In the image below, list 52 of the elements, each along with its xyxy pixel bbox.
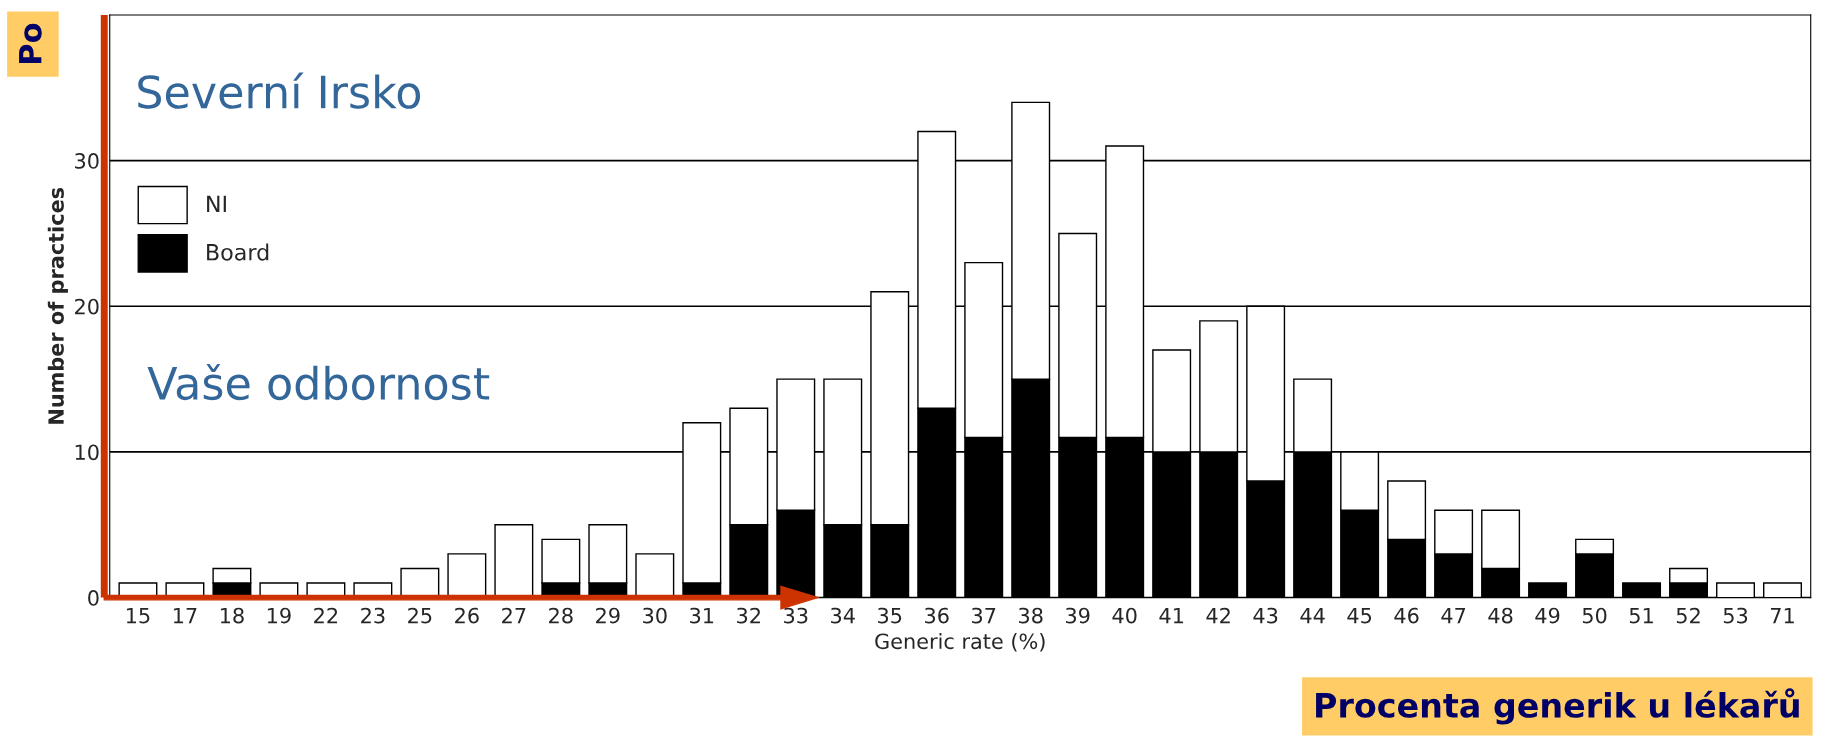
x-tick-label: 19 [267,607,291,624]
y-tick-label: 0 [88,590,99,606]
y-tick-label: 30 [75,153,99,169]
annotation: Vaše odbornost [147,363,490,401]
x-tick-label: 28 [549,607,573,624]
annotation: Severní Irsko [138,72,421,109]
x-tick-label: 40 [1112,607,1137,624]
x-tick-label: 34 [831,607,855,624]
x-tick-label: 35 [878,607,902,624]
x-tick-label: 27 [502,607,526,624]
y-axis-title: Number of practices [47,187,68,424]
x-tick-label: 33 [784,607,808,624]
x-tick-label: 26 [455,607,479,624]
x-tick-label: 51 [1629,607,1653,624]
x-tick-label: 47 [1441,607,1466,624]
x-tick-label: 42 [1206,607,1230,624]
x-tick-label: 15 [126,607,150,624]
x-tick-label: 39 [1066,607,1090,624]
x-tick-label: 44 [1300,607,1325,624]
x-tick-label: 41 [1159,607,1183,624]
x-tick-label: 31 [690,607,714,624]
x-tick-label: 17 [173,607,197,624]
x-tick-label: 49 [1535,607,1560,624]
x-tick-label: 37 [972,607,996,624]
bar [400,567,440,598]
x-tick-label: 53 [1723,607,1748,624]
x-tick-label: 22 [314,607,338,624]
x-tick-label: 25 [408,607,432,624]
legend-label: Board [207,243,269,261]
x-tick-label: 30 [643,607,667,624]
bar [447,553,487,598]
x-tick-label: 38 [1019,607,1043,624]
x-tick-label: 18 [220,607,244,624]
x-tick-label: 29 [596,607,620,624]
text: Procenta generik u lékařů [1316,688,1799,725]
x-tick-label: 36 [925,607,949,624]
bar [635,553,675,598]
x-tick-label: 46 [1394,607,1419,624]
x-axis-title: Generic rate (%) [875,633,1045,652]
x-tick-label: 23 [361,607,385,624]
y-tick-label: 10 [75,444,99,461]
x-tick-label: 32 [737,607,760,624]
x-tick-label: 43 [1253,607,1278,624]
x-tick-label: 45 [1347,607,1372,624]
y-tick-label: 20 [75,298,99,315]
legend-label: NI [207,195,226,212]
bar [494,524,534,598]
x-tick-label: 50 [1582,607,1607,624]
x-tick-label: 48 [1488,607,1513,624]
x-tick-label: 71 [1770,607,1794,624]
text: Po [19,23,42,63]
x-tick-label: 52 [1676,607,1700,624]
